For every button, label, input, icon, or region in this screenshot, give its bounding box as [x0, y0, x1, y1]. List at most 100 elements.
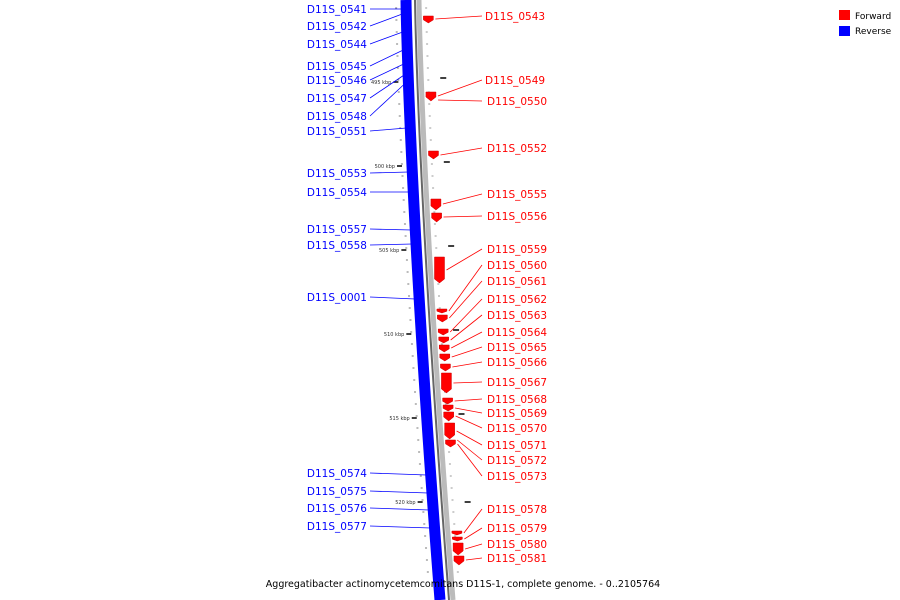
reverse-gene-label: D11S_0001: [307, 292, 367, 304]
forward-leader-line: [449, 298, 483, 333]
forward-gene-label: D11S_0562: [487, 294, 547, 306]
reverse-gene-label: D11S_0541: [307, 4, 367, 16]
forward-leader-line: [449, 280, 483, 319]
forward-gene-features: [423, 15, 465, 566]
reverse-leader-line: [369, 525, 431, 529]
position-tick-label: 515 kbp: [389, 416, 409, 422]
forward-gene-arrow: [445, 439, 456, 448]
forward-leader-line: [454, 398, 483, 402]
forward-gene-label: D11S_0543: [485, 11, 545, 23]
reverse-leader-line: [369, 127, 407, 132]
reverse-leader-line: [369, 490, 429, 494]
forward-gene-arrow: [443, 411, 454, 422]
forward-gene-arrow: [440, 363, 451, 372]
position-tick-label: 505 kbp: [379, 248, 399, 254]
forward-gene-label: D11S_0568: [487, 394, 547, 406]
forward-leader-line: [438, 99, 483, 102]
forward-gene-label: D11S_0550: [487, 96, 547, 108]
forward-gene-label: D11S_0565: [487, 342, 547, 354]
genome-caption: Aggregatibacter actinomycetemcomitans D1…: [266, 579, 660, 590]
forward-leader-line: [463, 508, 483, 534]
reverse-leader-line: [369, 13, 403, 27]
legend-forward-swatch: [839, 10, 850, 20]
forward-gene-label: D11S_0549: [485, 75, 545, 87]
reverse-leader-line: [369, 31, 403, 45]
forward-gene-label: D11S_0555: [487, 189, 547, 201]
forward-gene-arrow: [428, 150, 439, 160]
forward-gene-arrow: [434, 256, 445, 284]
forward-gene-arrow: [425, 91, 437, 102]
forward-gene-label: D11S_0572: [487, 455, 547, 467]
forward-gene-arrow: [452, 542, 464, 556]
genome-backbone: [400, 0, 456, 600]
forward-gene-arrow: [442, 404, 454, 412]
label-leader-lines: [369, 8, 483, 561]
position-tick-label: 500 kbp: [375, 164, 395, 170]
reverse-gene-label: D11S_0546: [307, 75, 367, 87]
forward-leader-line: [465, 557, 483, 561]
reverse-gene-label: D11S_0545: [307, 61, 367, 73]
reverse-gene-label: D11S_0557: [307, 224, 367, 236]
forward-leader-line: [455, 415, 483, 429]
forward-gene-arrow: [437, 314, 448, 323]
reverse-leader-line: [369, 472, 427, 476]
forward-gene-arrow: [430, 198, 442, 211]
forward-gene-label: D11S_0571: [487, 440, 547, 452]
forward-leader-line: [437, 79, 483, 97]
forward-gene-label: D11S_0560: [487, 260, 547, 272]
forward-leader-line: [446, 248, 483, 271]
forward-gene-label: D11S_0552: [487, 143, 547, 155]
position-tick-label: 510 kbp: [384, 332, 404, 338]
forward-leader-line: [464, 543, 483, 550]
forward-gene-label: D11S_0569: [487, 408, 547, 420]
forward-leader-line: [440, 147, 483, 156]
legend-forward-label: Forward: [855, 12, 891, 22]
legend: Forward Reverse: [839, 10, 892, 37]
forward-leader-line: [435, 15, 483, 20]
reverse-leader-line: [369, 171, 409, 174]
forward-gene-arrow: [438, 344, 450, 353]
forward-gene-label: D11S_0570: [487, 423, 547, 435]
forward-leader-line: [443, 215, 483, 218]
reverse-gene-label: D11S_0575: [307, 486, 367, 498]
reverse-gene-label: D11S_0544: [307, 39, 367, 51]
forward-leader-line: [457, 443, 483, 477]
backbone-forward-edge: [414, 0, 450, 600]
reverse-gene-label: D11S_0548: [307, 111, 367, 123]
forward-gene-label: D11S_0556: [487, 211, 547, 223]
reverse-gene-label: D11S_0551: [307, 126, 367, 138]
forward-leader-line: [451, 346, 483, 358]
reverse-leader-line: [369, 243, 413, 246]
forward-gene-label: D11S_0580: [487, 539, 547, 551]
reverse-gene-label: D11S_0558: [307, 240, 367, 252]
forward-leader-line: [452, 361, 483, 368]
reverse-leader-line: [369, 507, 430, 511]
forward-gene-arrow: [444, 422, 455, 440]
forward-gene-label: D11S_0564: [487, 327, 547, 339]
forward-leader-line: [442, 193, 483, 205]
forward-leader-line: [455, 407, 483, 414]
reverse-leader-line: [369, 296, 416, 300]
reverse-gene-label: D11S_0554: [307, 187, 367, 199]
forward-gene-label: D11S_0567: [487, 377, 547, 389]
reverse-gene-label: D11S_0576: [307, 503, 367, 515]
forward-gene-label: D11S_0566: [487, 357, 547, 369]
reverse-leader-line: [369, 83, 405, 117]
backbone-shadow: [416, 0, 456, 600]
forward-gene-label: D11S_0579: [487, 523, 547, 535]
reverse-gene-label: D11S_0553: [307, 168, 367, 180]
reverse-gene-label: D11S_0577: [307, 521, 367, 533]
forward-leader-line: [448, 264, 483, 312]
legend-reverse-swatch: [839, 26, 850, 36]
reverse-leader-line: [369, 74, 405, 99]
forward-leader-line: [451, 331, 483, 349]
forward-gene-arrow: [431, 212, 442, 223]
reverse-strand-band: [400, 0, 446, 600]
forward-gene-label: D11S_0581: [487, 553, 547, 565]
position-tick-label: 495 kbp: [371, 80, 391, 86]
position-ticks: 495 kbp 500 kbp 505 kbp 510 kbp 515 kbp 520 k…: [371, 7, 471, 573]
forward-leader-line: [457, 439, 483, 461]
forward-gene-arrow: [452, 536, 463, 542]
legend-reverse-label: Reverse: [855, 27, 892, 37]
